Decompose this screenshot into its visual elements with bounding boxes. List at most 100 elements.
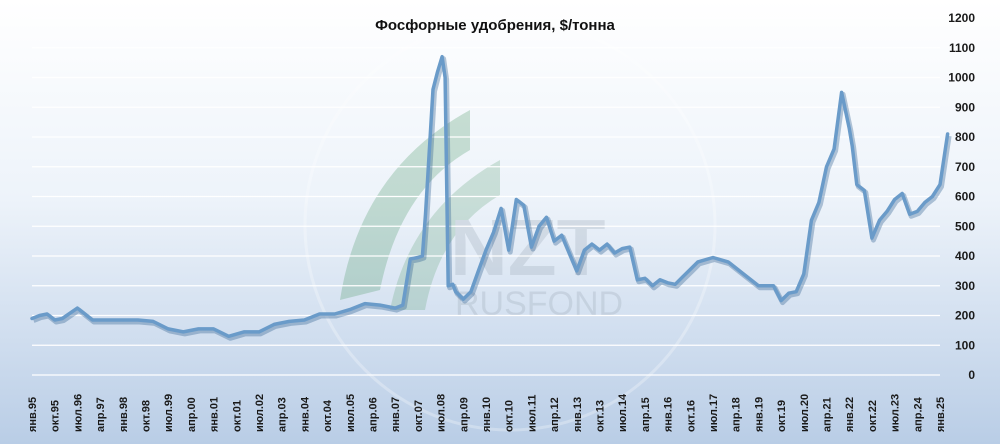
- data-point: [303, 318, 306, 322]
- data-point: [643, 277, 647, 280]
- data-point: [878, 219, 881, 222]
- data-point: [552, 239, 556, 243]
- data-point: [348, 308, 351, 311]
- data-point: [197, 327, 200, 331]
- data-point: [91, 318, 94, 322]
- data-point: [787, 292, 790, 295]
- x-tick-label: апр.06: [368, 397, 380, 432]
- data-point: [492, 231, 495, 234]
- data-point: [136, 318, 140, 322]
- data-point: [772, 284, 775, 287]
- x-axis-tick-labels: янв.95 окт.95 июл.96 апр.97 янв.98 окт.98 июл.…: [27, 393, 947, 432]
- data-point: [832, 147, 836, 151]
- data-point: [636, 278, 639, 281]
- data-point: [272, 323, 276, 326]
- x-tick-label: янв.13: [572, 397, 584, 432]
- x-tick-label: июл.20: [799, 394, 811, 432]
- data-point: [416, 256, 420, 259]
- data-point: [946, 132, 949, 136]
- data-point: [424, 213, 427, 216]
- data-point: [469, 290, 473, 293]
- y-tick-label: 400: [955, 249, 975, 263]
- data-point: [757, 284, 760, 287]
- svg-text:RUSFOND: RUSFOND: [455, 285, 623, 323]
- data-point: [477, 269, 480, 273]
- x-tick-label: окт.19: [776, 400, 788, 432]
- data-point: [810, 219, 813, 222]
- grid-lines: [32, 17, 940, 376]
- data-point: [916, 210, 919, 213]
- data-point: [440, 55, 444, 58]
- data-point: [318, 312, 321, 316]
- x-tick-label: янв.16: [663, 397, 675, 432]
- data-point: [863, 189, 866, 192]
- data-point: [242, 330, 246, 334]
- data-point: [605, 242, 609, 246]
- data-point: [711, 256, 715, 259]
- x-tick-label: апр.97: [95, 397, 107, 432]
- data-point: [515, 198, 518, 201]
- data-point: [443, 76, 447, 79]
- data-point: [499, 207, 503, 210]
- data-point: [378, 303, 382, 307]
- x-tick-label: окт.13: [595, 400, 607, 432]
- x-tick-label: окт.16: [685, 400, 697, 432]
- x-tick-label: апр.12: [549, 397, 561, 432]
- data-point: [651, 284, 654, 287]
- series-layer: [30, 54, 952, 341]
- data-point: [76, 306, 79, 310]
- x-tick-label: апр.09: [458, 397, 470, 432]
- x-tick-label: янв.19: [753, 397, 765, 432]
- data-point: [394, 306, 397, 310]
- data-point: [447, 284, 450, 287]
- y-axis-tick-labels: 0 100 200 300 400 500 600 700 800 900 1000 1100 1200: [948, 11, 975, 382]
- y-tick-label: 100: [955, 338, 975, 352]
- data-point: [454, 290, 457, 293]
- data-point: [212, 327, 215, 331]
- data-point: [530, 245, 533, 249]
- data-point: [568, 251, 571, 255]
- y-tick-label: 500: [955, 219, 975, 233]
- data-point: [545, 216, 548, 219]
- x-tick-label: апр.18: [731, 397, 743, 432]
- y-tick-label: 200: [955, 309, 975, 323]
- data-point: [590, 242, 594, 246]
- x-tick-label: янв.07: [390, 397, 402, 432]
- x-tick-label: янв.01: [209, 397, 221, 432]
- data-point: [666, 281, 669, 284]
- y-tick-label: 0: [968, 368, 975, 382]
- data-point: [462, 297, 465, 301]
- data-point: [151, 320, 155, 323]
- x-tick-label: апр.24: [912, 396, 924, 432]
- x-tick-label: июл.99: [163, 394, 175, 432]
- x-tick-label: июл.23: [890, 394, 902, 432]
- data-point: [696, 260, 700, 264]
- x-tick-label: янв.98: [118, 397, 130, 432]
- data-point: [61, 317, 64, 320]
- x-tick-label: янв.22: [844, 397, 856, 432]
- data-point: [401, 303, 404, 307]
- data-point: [409, 257, 412, 261]
- data-point: [583, 248, 586, 252]
- data-point: [779, 299, 783, 302]
- data-point: [30, 317, 34, 320]
- y-tick-label: 1200: [948, 11, 975, 25]
- y-tick-label: 1100: [949, 41, 975, 55]
- data-point: [742, 272, 745, 276]
- data-point: [431, 88, 435, 91]
- series-line: [30, 54, 950, 339]
- data-point: [421, 254, 424, 258]
- x-tick-label: окт.22: [867, 400, 879, 432]
- x-tick-label: янв.04: [299, 396, 311, 432]
- x-tick-label: окт.01: [231, 400, 243, 432]
- data-point: [257, 330, 261, 334]
- data-point: [795, 290, 798, 293]
- data-point: [621, 247, 624, 250]
- data-point: [182, 330, 185, 334]
- data-point: [938, 183, 942, 186]
- data-point: [451, 283, 454, 286]
- data-point: [825, 165, 828, 168]
